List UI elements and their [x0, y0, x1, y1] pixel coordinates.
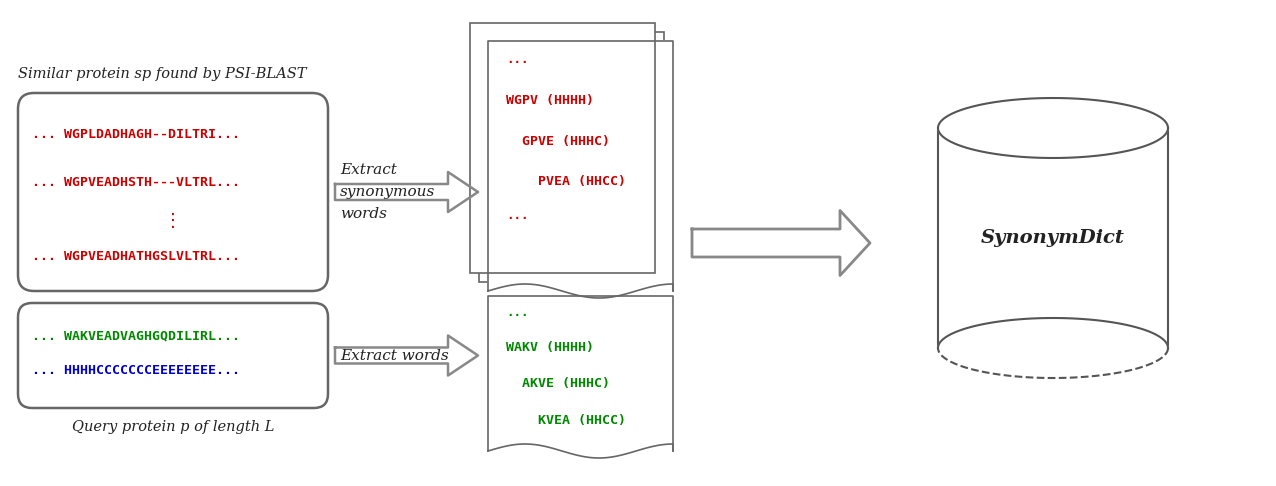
Text: Query protein p of length L: Query protein p of length L: [71, 420, 274, 434]
Text: ...: ...: [507, 209, 528, 222]
Polygon shape: [938, 98, 1168, 158]
FancyBboxPatch shape: [18, 303, 328, 408]
Text: WAKV (HHHH): WAKV (HHHH): [507, 342, 595, 354]
Text: ⋮: ⋮: [165, 212, 182, 230]
Text: WGPV (HHHH): WGPV (HHHH): [507, 94, 595, 107]
Text: Similar protein sp found by PSI-BLAST: Similar protein sp found by PSI-BLAST: [18, 67, 306, 81]
Text: KVEA (HHCC): KVEA (HHCC): [538, 414, 627, 427]
Text: ... HHHHCCCCCCCEEEEEEEE...: ... HHHHCCCCCCCEEEEEEEE...: [32, 364, 240, 378]
Polygon shape: [336, 172, 478, 212]
Text: ... WAKVEADVAGHGQDILIRL...: ... WAKVEADVAGHGQDILIRL...: [32, 330, 240, 343]
Polygon shape: [692, 210, 870, 276]
Text: GPVE (HHHC): GPVE (HHHC): [522, 135, 610, 147]
Text: ... WGPLDADHAGH--DILTRI...: ... WGPLDADHAGH--DILTRI...: [32, 128, 240, 141]
Bar: [938, 128, 1168, 348]
Text: synonymous: synonymous: [339, 185, 435, 199]
Polygon shape: [336, 335, 478, 376]
Text: Extract words: Extract words: [339, 348, 449, 363]
Bar: [470, 23, 655, 273]
Text: ...: ...: [507, 306, 528, 319]
Text: ...: ...: [507, 53, 528, 66]
Text: PVEA (HHCC): PVEA (HHCC): [538, 174, 627, 188]
Bar: [478, 32, 664, 282]
Text: ... WGPVEADHATHGSLVLTRL...: ... WGPVEADHATHGSLVLTRL...: [32, 249, 240, 262]
Text: words: words: [339, 207, 387, 221]
FancyBboxPatch shape: [18, 93, 328, 291]
Text: Extract: Extract: [339, 163, 397, 177]
Text: SynonymDict: SynonymDict: [981, 229, 1125, 247]
Polygon shape: [487, 296, 672, 458]
Text: AKVE (HHHC): AKVE (HHHC): [522, 378, 610, 390]
Text: ... WGPVEADHSTH---VLTRL...: ... WGPVEADHSTH---VLTRL...: [32, 176, 240, 190]
Polygon shape: [938, 318, 1168, 348]
Polygon shape: [487, 41, 672, 298]
